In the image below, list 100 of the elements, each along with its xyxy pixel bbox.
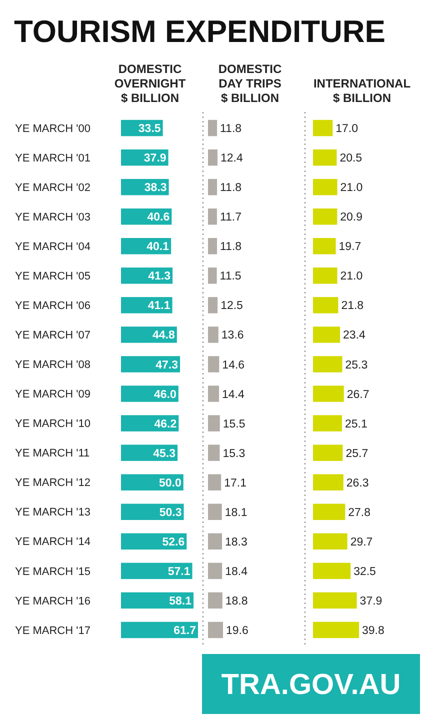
bar (313, 120, 333, 136)
data-label: 50.0 (159, 477, 182, 490)
data-label: 27.8 (348, 506, 371, 519)
bar (121, 415, 179, 432)
data-label: 11.5 (220, 270, 242, 283)
bar (208, 208, 217, 225)
data-label: 21.8 (341, 300, 364, 312)
data-label: 37.9 (144, 152, 166, 165)
bar (313, 562, 351, 580)
data-label: 21.0 (340, 182, 363, 194)
data-label: 17.0 (336, 123, 358, 136)
bar (313, 444, 343, 461)
bar (121, 238, 172, 254)
bar (313, 297, 338, 314)
bar (313, 533, 348, 550)
data-label: 25.3 (345, 359, 368, 372)
y-tick-label: YE MARCH '12 (15, 477, 90, 490)
bar (208, 444, 220, 461)
bar (121, 297, 172, 314)
data-label: 41.3 (148, 270, 171, 283)
bar (121, 386, 178, 402)
bar (313, 178, 338, 196)
y-tick-label: YE MARCH '00 (15, 122, 90, 135)
data-label: 18.8 (225, 595, 248, 608)
data-label: 17.1 (224, 477, 246, 490)
data-label: 58.1 (169, 595, 192, 608)
bar (208, 120, 218, 136)
bar (208, 504, 222, 520)
bar (121, 356, 180, 372)
data-label: 20.5 (340, 152, 362, 165)
bar (313, 474, 344, 490)
data-label: 12.4 (220, 152, 244, 165)
data-label: 29.7 (350, 536, 373, 548)
bar (313, 415, 342, 432)
bar (208, 149, 218, 166)
data-label: 12.5 (220, 300, 243, 312)
data-label: 46.2 (154, 418, 177, 430)
chart-title: TOURISM EXPENDITURE (14, 14, 386, 49)
data-label: 23.4 (343, 330, 366, 342)
data-label: 26.7 (346, 388, 370, 401)
bar (313, 149, 337, 166)
bar (313, 592, 357, 609)
data-label: 18.1 (224, 506, 248, 519)
y-tick-label: YE MARCH '11 (15, 448, 90, 460)
bar (208, 562, 222, 580)
bar (313, 326, 340, 343)
text: DOMESTIC DAY TRIPS $ BILLION (218, 62, 282, 105)
bar (313, 238, 336, 254)
bar (208, 592, 222, 609)
data-label: 40.6 (147, 212, 170, 224)
bar (313, 208, 338, 225)
data-label: 21.0 (340, 270, 363, 283)
data-label: 38.3 (144, 182, 167, 194)
data-label: 15.5 (222, 418, 246, 430)
y-tick-label: YE MARCH '09 (15, 388, 90, 401)
bar (208, 356, 220, 372)
y-tick-label: YE MARCH '08 (15, 359, 90, 372)
data-label: 37.9 (360, 595, 382, 608)
data-label: 41.1 (148, 300, 171, 312)
data-label: 57.1 (168, 566, 191, 578)
bar (121, 562, 192, 580)
y-tick-label: YE MARCH '03 (15, 211, 90, 224)
data-label: 32.5 (354, 566, 376, 578)
data-label: 18.4 (225, 566, 248, 578)
data-label: 47.3 (156, 359, 178, 372)
y-tick-label: YE MARCH '04 (15, 240, 90, 253)
bar (121, 504, 184, 520)
data-label: 14.4 (222, 388, 246, 401)
bar (313, 356, 342, 372)
data-label: 26.3 (346, 477, 369, 490)
data-label: 46.0 (154, 388, 176, 401)
y-tick-label: YE MARCH '17 (15, 624, 90, 637)
data-label: 11.8 (220, 123, 242, 136)
y-tick-label: YE MARCH '02 (15, 182, 90, 194)
data-label: 19.6 (226, 625, 248, 637)
y-tick-label: YE MARCH '16 (15, 595, 90, 608)
data-label: 11.8 (220, 241, 242, 254)
bar (208, 326, 218, 343)
bar (208, 268, 217, 284)
y-tick-label: YE MARCH '06 (15, 300, 90, 312)
data-label: 45.3 (153, 448, 176, 460)
data-label: 39.8 (362, 625, 384, 637)
bar (208, 533, 222, 550)
y-tick-label: YE MARCH '07 (15, 330, 90, 342)
y-tick-label: YE MARCH '13 (15, 506, 90, 519)
data-label: 52.6 (162, 536, 185, 548)
bar (208, 415, 220, 432)
data-label: 33.5 (138, 123, 162, 136)
bar (121, 444, 178, 461)
data-label: 18.3 (225, 536, 248, 548)
data-label: 11.8 (220, 182, 242, 194)
bar (121, 326, 177, 343)
y-tick-label: YE MARCH '01 (15, 152, 90, 164)
bar (208, 386, 220, 402)
bar (313, 622, 359, 638)
y-tick-label: YE MARCH '10 (15, 418, 90, 430)
chart-subtitle: DOMESTIC OVERNIGHT $ BILLION (114, 62, 186, 105)
bar (208, 178, 218, 196)
data-label: 15.3 (222, 448, 246, 460)
data-label: 20.9 (340, 212, 363, 224)
